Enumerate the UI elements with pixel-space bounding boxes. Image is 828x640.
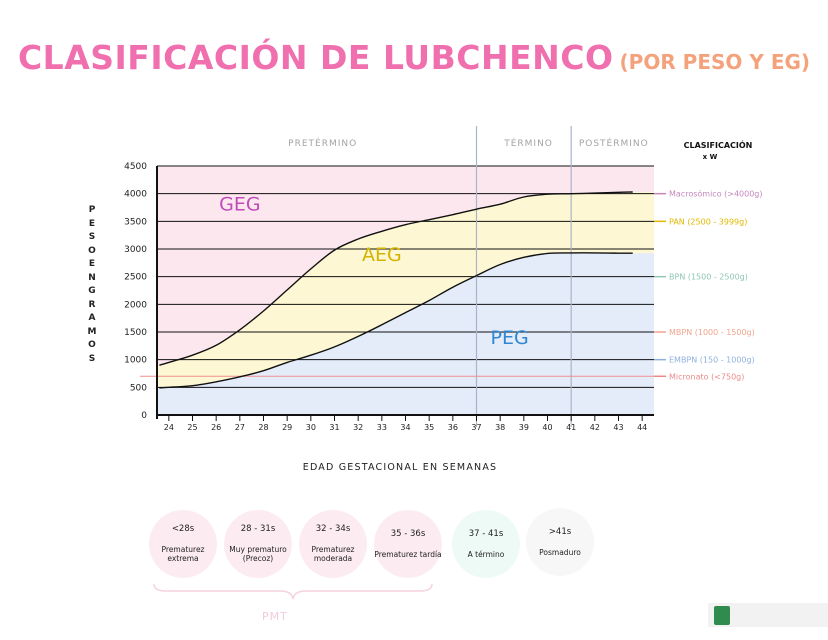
y-tick-label: 1000 [124, 356, 147, 366]
x-tick-label: 24 [164, 423, 174, 432]
y-axis-label: PESO EN GRAMOS [87, 205, 97, 364]
classification-header: CLASIFICACIÓN [684, 139, 753, 150]
category-range: 37 - 41s [468, 529, 504, 539]
x-tick-label: 27 [235, 423, 245, 432]
y-tick-label: 3500 [124, 217, 147, 227]
x-tick-label: 33 [377, 423, 387, 432]
x-tick-label: 38 [495, 423, 505, 432]
category-circle-moderate: 32 - 34s Prematurez moderada [299, 510, 367, 578]
series-line-p10 [159, 252, 633, 389]
category-range: >41s [548, 527, 572, 537]
period-label: POSTÉRMINO [579, 137, 649, 149]
title-subtitle: (POR PESO Y EG) [619, 50, 811, 74]
title-main: CLASIFICACIÓN DE LUBCHENCO [17, 38, 614, 77]
y-tick-label: 2500 [124, 273, 147, 283]
y-tick-label: 0 [141, 411, 147, 421]
x-tick-label: 30 [306, 423, 316, 432]
y-tick-label: 4500 [124, 162, 147, 172]
x-tick-label: 37 [471, 423, 481, 432]
x-tick-label: 39 [519, 423, 529, 432]
zone-peg-area [157, 252, 654, 415]
weight-class-label: PAN (2500 - 3999g) [669, 217, 747, 226]
x-tick-label: 35 [424, 423, 434, 432]
x-axis-label: EDAD GESTACIONAL EN SEMANAS [302, 462, 498, 473]
zone-label: AEG [362, 244, 402, 266]
category-label: A término [467, 549, 505, 559]
zone-label: GEG [219, 193, 260, 215]
classification-subheader: x W [703, 153, 718, 161]
y-tick-label: 500 [130, 383, 147, 393]
period-label: TÉRMINO [503, 137, 553, 149]
y-tick-label: 1500 [124, 328, 147, 338]
category-range: 35 - 36s [390, 529, 426, 539]
category-circle-extreme: <28s Prematurez extrema [149, 510, 217, 578]
x-tick-label: 25 [187, 423, 197, 432]
x-tick-label: 32 [353, 423, 363, 432]
x-tick-label: 28 [258, 423, 268, 432]
category-label: Posmaduro [539, 547, 581, 557]
x-tick-label: 43 [613, 423, 623, 432]
category-circle-very-preterm: 28 - 31s Muy prematuro (Precoz) [224, 510, 292, 578]
y-tick-label: 4000 [124, 190, 147, 200]
y-tick-label: 3000 [124, 245, 147, 255]
x-tick-label: 31 [329, 423, 339, 432]
x-tick-label: 29 [282, 423, 292, 432]
category-label: Prematurez tardía [374, 549, 442, 559]
category-label: Prematurez moderada [311, 544, 355, 564]
y-tick-label: 2000 [124, 300, 147, 310]
weight-class-label: EMBPN (150 - 1000g) [669, 356, 755, 365]
category-label: Prematurez extrema [161, 544, 205, 564]
category-range: 32 - 34s [315, 524, 351, 535]
x-tick-label: 42 [590, 423, 600, 432]
x-tick-label: 40 [542, 423, 552, 432]
x-tick-label: 41 [566, 423, 576, 432]
category-circle-term: 37 - 41s A término [452, 510, 520, 578]
series-line-p90 [159, 191, 633, 366]
weight-class-label: Macrosómico (>4000g) [669, 189, 763, 199]
brace-label: PMT [262, 610, 288, 623]
x-tick-label: 36 [448, 423, 458, 432]
watermark [708, 603, 828, 627]
x-tick-label: 34 [400, 423, 410, 432]
brand-logo-icon [714, 606, 730, 625]
x-tick-label: 26 [211, 423, 221, 432]
category-range: 28 - 31s [240, 524, 276, 535]
weight-class-label: MBPN (1000 - 1500g) [669, 328, 755, 337]
zone-label: PEG [491, 327, 529, 349]
preterm-brace [153, 583, 433, 600]
category-circle-late: 35 - 36s Prematurez tardía [374, 510, 442, 578]
category-circle-postterm: >41s Posmaduro [526, 508, 594, 576]
x-tick-label: 44 [637, 423, 647, 432]
weight-class-label: Micronato (<750g) [669, 372, 744, 381]
category-range: <28s [171, 524, 195, 535]
category-label: Muy prematuro (Precoz) [229, 544, 287, 564]
page-title: CLASIFICACIÓN DE LUBCHENCO (POR PESO Y EG… [0, 38, 828, 77]
period-label: PRETÉRMINO [288, 137, 357, 149]
weight-class-label: BPN (1500 - 2500g) [669, 273, 748, 282]
